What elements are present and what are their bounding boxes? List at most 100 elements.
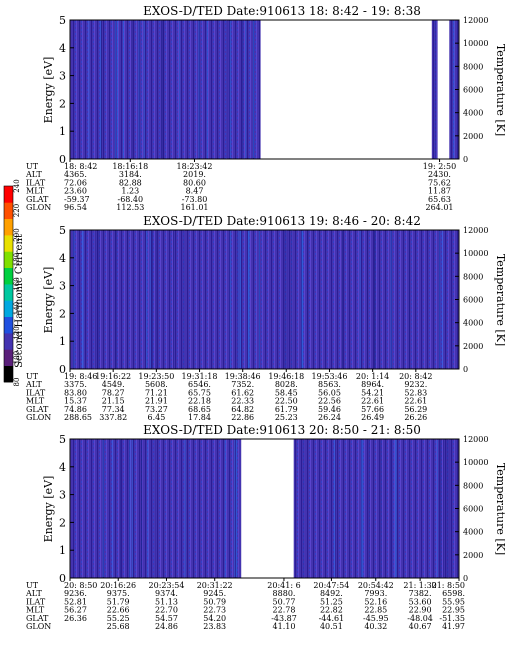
signal-streak [395,440,397,577]
orbit-value: 22.73 [203,606,226,615]
orbit-value: 77.34 [102,405,125,414]
data-gap [260,20,432,159]
spectrogram-panel-1: EXOS-D/TED Date:910613 18: 8:42 - 19: 8:… [25,4,505,212]
temperature-tick-label: 6000 [463,86,483,95]
orbit-value: 58.45 [275,388,298,397]
energy-tick-label: 1 [59,544,66,557]
orbit-value: 50.77 [273,597,296,606]
energy-tick-label: 2 [59,516,66,529]
signal-streak [307,231,309,368]
signal-streak [253,21,255,158]
orbit-value: 52.83 [404,388,427,397]
temperature-tick-label: 12000 [463,226,488,235]
orbit-value: 19: 8:46 [64,372,97,381]
orbit-value: 83.80 [64,388,87,397]
orbit-value: 20:31:22 [197,581,233,590]
orbit-value: 18:23:42 [177,162,213,171]
energy-tick-label: 5 [59,433,66,446]
orbit-value: -51.35 [439,614,465,623]
signal-streak [258,231,260,368]
signal-streak [236,440,237,577]
orbit-row-label: GLAT [26,405,49,414]
temperature-tick-label: 6000 [463,296,483,305]
orbit-row-label: ALT [25,170,42,179]
colorbar-tick-label: 80 [13,378,21,387]
data-gaps [260,20,450,159]
orbit-value: 2019. [183,170,206,179]
orbit-value: 11.87 [428,187,451,196]
orbit-value: 21.91 [145,397,168,406]
signal-streak [143,21,145,158]
temperature-tick-label: 4000 [463,319,483,328]
orbit-value: -59.37 [64,195,90,204]
orbit-value: 40.67 [409,622,432,631]
signal-streak [302,231,304,368]
energy-tick-label: 5 [59,224,66,237]
energy-tick-label: 2 [59,307,66,320]
orbit-value: 5608. [145,380,168,389]
colorbar: 80 100 120 140 160 180 200 220 240 Second Harmon… [3,179,25,387]
orbit-value: 21: 8:50 [432,581,465,590]
orbit-value: 8028. [275,380,298,389]
signal-streak [368,440,370,577]
orbit-value: 20:16:26 [100,581,136,590]
orbit-value: 20:23:54 [149,581,185,590]
temperature-tick-label: 0 [463,155,468,164]
orbit-value: 264.01 [426,203,454,212]
temperature-tick-label: 12000 [463,16,488,25]
orbit-value: 20:47:54 [313,581,349,590]
orbit-value: 65.75 [188,388,211,397]
signal-streak [94,231,96,368]
data-gap [437,20,450,159]
orbit-row-label: ILAT [26,597,46,606]
orbit-value: 22.61 [404,397,427,406]
orbit-value: 112.53 [116,203,144,212]
energy-axis-label: Energy [eV] [42,267,55,334]
orbit-value: 18:16:18 [112,162,148,171]
temperature-tick-label: 2000 [463,342,483,351]
orbit-value: 3375. [64,380,87,389]
orbit-value: 22.82 [320,606,343,615]
orbit-value: 22.66 [107,606,130,615]
orbit-value: 19: 2:50 [423,162,456,171]
signal-streak [238,231,240,368]
orbit-value: 51.25 [320,597,343,606]
orbit-row-label: ILAT [26,178,46,187]
orbit-value: 26.26 [404,413,427,422]
orbit-value: 161.01 [181,203,209,212]
orbit-value: 22.56 [318,397,341,406]
orbit-value: 41.10 [273,622,296,631]
signal-streak [342,231,343,368]
orbit-value: 20: 8:42 [399,372,432,381]
signal-streak [173,231,174,368]
orbit-value: 15.37 [64,397,87,406]
orbit-value: -73.80 [182,195,208,204]
orbit-row-label: UT [26,372,39,381]
orbit-value: 22.95 [442,606,465,615]
orbit-value: 20:41: 6 [267,581,300,590]
signal-streak [435,21,437,158]
orbit-value: 57.66 [361,405,384,414]
energy-tick-label: 1 [59,335,66,348]
orbit-row-label: GLON [26,413,51,422]
orbit-value: 54.21 [361,388,384,397]
temperature-tick-label: 2000 [463,551,483,560]
orbit-row-label: ALT [25,380,42,389]
orbit-value: 6598. [442,589,465,598]
orbit-value: 9375. [107,589,130,598]
orbit-value: 20: 1:14 [356,372,389,381]
orbit-value: 82.88 [119,178,142,187]
orbit-value: 19:53:46 [312,372,348,381]
signal-streak [359,231,361,368]
signal-streak [248,231,250,368]
signal-streak [161,21,163,158]
signal-streak [374,231,375,368]
orbit-value: 6546. [188,380,211,389]
colorbar-block [4,186,13,203]
signal-streak [154,440,156,577]
energy-axis-ticks: 0 1 2 3 4 5 [59,224,74,376]
signal-streak [115,231,117,368]
orbit-row-label: UT [26,162,39,171]
